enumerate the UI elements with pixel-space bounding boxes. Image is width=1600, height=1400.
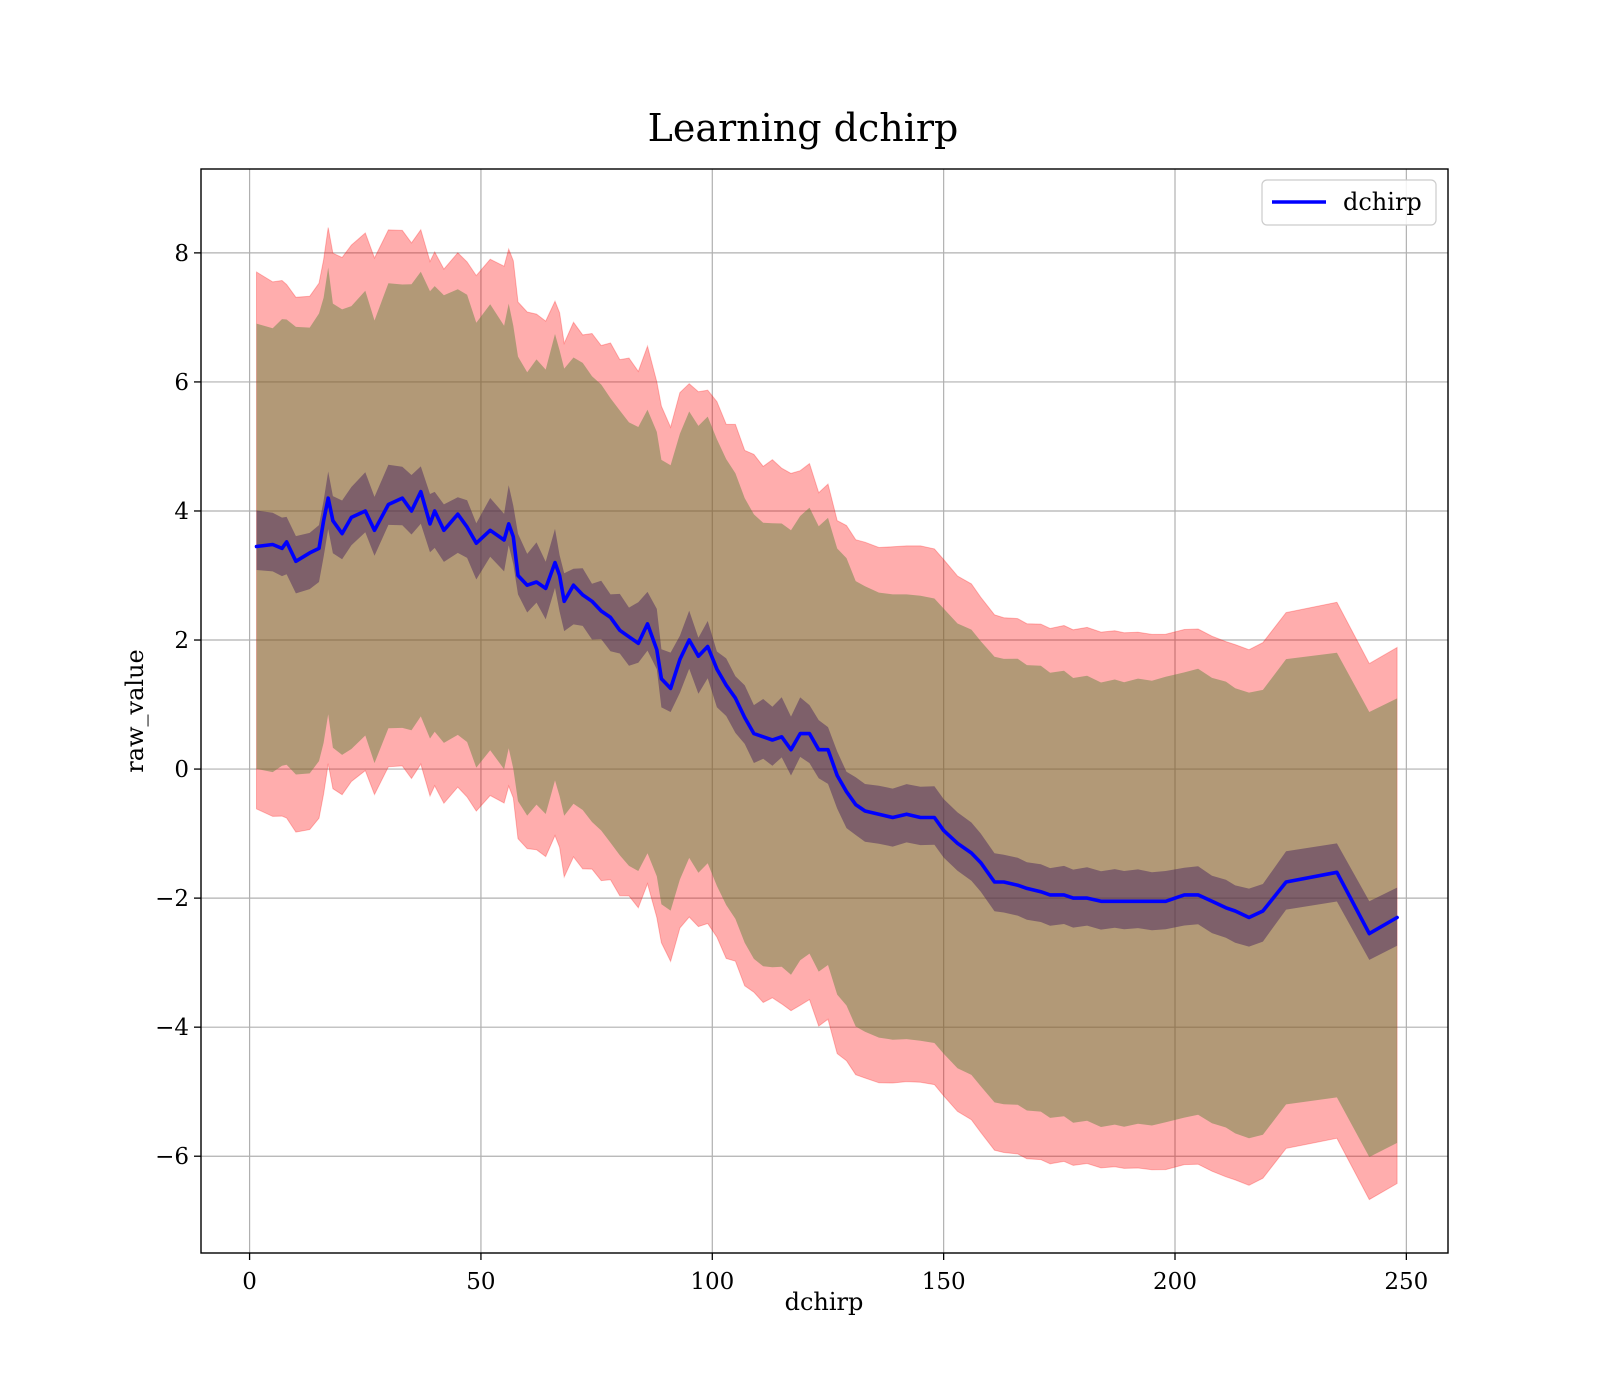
x-tick-label: 150 [922, 1269, 966, 1295]
x-tick-label: 200 [1153, 1269, 1197, 1295]
chart-title: Learning dchirp [648, 106, 959, 150]
y-axis-label: raw_value [121, 649, 149, 773]
legend-label-dchirp: dchirp [1343, 188, 1422, 216]
y-tick-label: −4 [155, 1015, 189, 1041]
inner-band [256, 464, 1398, 960]
y-tick-label: 0 [174, 757, 189, 783]
outer-band [256, 227, 1398, 1201]
x-tick-label: 50 [466, 1269, 495, 1295]
x-axis-label: dchirp [785, 1288, 864, 1316]
plot-frame [200, 168, 1449, 1254]
grid [201, 169, 1448, 1253]
y-tick-label: 8 [174, 241, 189, 267]
y-tick-label: −2 [155, 886, 189, 912]
legend-box [1261, 179, 1437, 226]
x-tick-label: 0 [242, 1269, 257, 1295]
legend: dchirp [1261, 179, 1437, 226]
middle-band [256, 267, 1398, 1157]
y-tick-label: 4 [174, 499, 189, 525]
y-tick-label: −6 [155, 1144, 189, 1170]
x-tick-label: 250 [1384, 1269, 1428, 1295]
y-tick-label: 6 [174, 370, 189, 396]
x-tick-label: 100 [690, 1269, 734, 1295]
y-tick-label: 2 [174, 628, 189, 654]
bands [256, 227, 1398, 1201]
series-line-dchirp [254, 489, 1399, 936]
y-axis-ticks: −6 −4 −2 0 2 4 6 8 [155, 241, 201, 1170]
x-axis-ticks: 0 50 100 150 200 250 [242, 1253, 1428, 1295]
